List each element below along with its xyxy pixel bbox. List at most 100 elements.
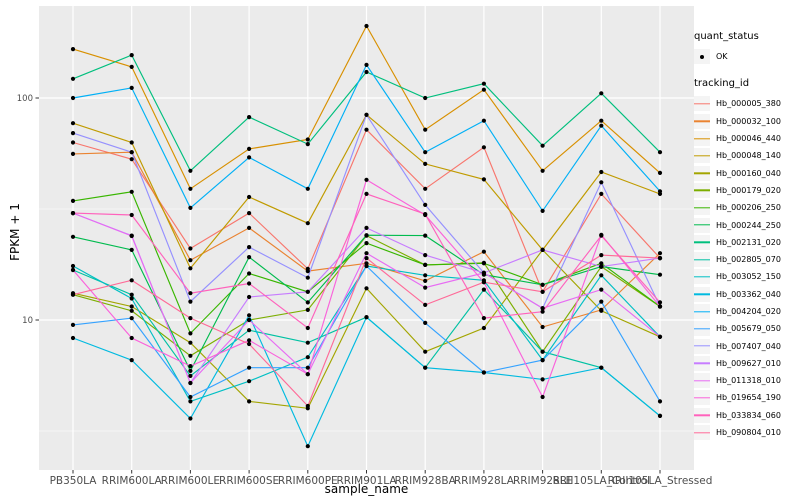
legend-item-label: Hb_000046_440	[716, 134, 781, 144]
legend-line-icon	[694, 379, 710, 382]
legend-key	[694, 373, 710, 389]
legend-item-Hb_000032_100: Hb_000032_100	[694, 113, 800, 130]
y-tick-label: 10	[22, 316, 33, 326]
data-point	[247, 155, 252, 160]
data-point	[305, 221, 310, 226]
data-point	[247, 399, 252, 404]
data-point	[364, 225, 369, 230]
legend-item-label: Hb_000032_100	[716, 116, 781, 126]
legend-item-label: Hb_090804_010	[716, 428, 781, 438]
legend-item-label: Hb_002131_020	[716, 237, 781, 247]
legend-item-label: Hb_033834_060	[716, 410, 781, 420]
data-point	[657, 304, 663, 309]
data-point	[481, 316, 486, 321]
data-point	[247, 271, 252, 276]
data-point	[423, 285, 428, 290]
data-point	[481, 325, 486, 331]
data-point	[305, 372, 310, 377]
data-point	[540, 309, 545, 314]
data-point	[188, 340, 193, 345]
data-point	[247, 328, 252, 333]
data-point	[599, 91, 604, 96]
legend-key	[694, 321, 710, 337]
data-point	[247, 255, 252, 260]
data-point	[599, 287, 604, 292]
data-point	[70, 292, 76, 297]
data-point	[540, 349, 545, 354]
data-point	[188, 266, 193, 271]
legend-item-Hb_019654_190: Hb_019654_190	[694, 389, 800, 406]
data-point	[540, 247, 545, 252]
data-point	[481, 261, 486, 266]
data-point	[305, 300, 310, 305]
data-point	[540, 289, 545, 294]
x-tick-label: PB350LA	[50, 475, 98, 487]
data-point	[364, 315, 369, 320]
data-point	[188, 416, 193, 421]
data-point	[305, 355, 310, 360]
legend-key	[694, 200, 710, 216]
legend-key	[694, 148, 710, 164]
data-point	[70, 121, 76, 126]
legend-key	[694, 269, 710, 285]
legend-title-tracking-id: tracking_id	[694, 78, 750, 90]
data-point	[423, 127, 428, 132]
data-point	[481, 249, 486, 254]
data-point	[305, 340, 310, 345]
data-point	[540, 358, 545, 363]
data-point	[481, 118, 486, 123]
legend-line-icon	[694, 328, 710, 330]
data-point	[540, 208, 545, 213]
data-point	[305, 137, 310, 142]
x-tick-label: RRIM901LA	[336, 475, 397, 487]
legend-item-Hb_009627_010: Hb_009627_010	[694, 355, 800, 372]
legend-item-label: Hb_009627_010	[716, 358, 781, 368]
legend-line-icon	[694, 207, 710, 209]
x-tick-label: RRIM600LA	[102, 475, 163, 487]
data-point	[188, 168, 193, 173]
data-point	[540, 377, 545, 382]
legend-key	[694, 182, 710, 198]
data-point	[599, 233, 604, 238]
data-point	[247, 338, 252, 343]
data-point	[305, 365, 310, 370]
data-point	[364, 286, 369, 291]
data-point	[364, 256, 369, 261]
data-point	[129, 304, 134, 309]
data-point	[70, 322, 76, 327]
data-point	[188, 380, 193, 386]
data-point	[540, 394, 545, 400]
data-point	[188, 291, 193, 296]
data-point	[129, 308, 134, 313]
data-point	[305, 186, 310, 191]
legend-key	[694, 304, 710, 319]
legend-key	[694, 338, 710, 354]
legend-item-Hb_004204_020: Hb_004204_020	[694, 303, 800, 320]
gridlines	[39, 6, 694, 470]
legend-line-icon	[694, 189, 710, 192]
data-point	[364, 69, 369, 75]
legend-item-Hb_003052_150: Hb_003052_150	[694, 268, 800, 285]
legend-item-Hb_033834_060: Hb_033834_060	[694, 407, 800, 424]
data-point	[305, 142, 310, 147]
legend-item-Hb_000046_440: Hb_000046_440	[694, 130, 800, 147]
legend-key	[694, 425, 710, 441]
legend: quant_status OK tracking_id Hb_000005_38…	[694, 31, 800, 441]
data-point	[247, 379, 252, 384]
data-point	[247, 115, 252, 120]
data-point	[423, 349, 428, 354]
legend-line-icon	[694, 155, 710, 157]
legend-tracking-id-items: Hb_000005_380 Hb_000032_100 Hb_000046_440 H…	[694, 95, 800, 441]
data-point	[599, 180, 604, 185]
x-tick-label: RRIM600SE	[219, 475, 279, 487]
data-point	[364, 127, 369, 132]
legend-item-label: Hb_002805_070	[716, 255, 781, 265]
data-point	[188, 186, 193, 191]
legend-line-icon	[694, 137, 710, 140]
data-point	[657, 413, 663, 418]
legend-tracking-id: tracking_id Hb_000005_380 Hb_000032_100 Hb…	[694, 78, 800, 441]
data-point	[70, 211, 76, 216]
legend-key	[694, 355, 710, 371]
data-point	[423, 202, 428, 207]
